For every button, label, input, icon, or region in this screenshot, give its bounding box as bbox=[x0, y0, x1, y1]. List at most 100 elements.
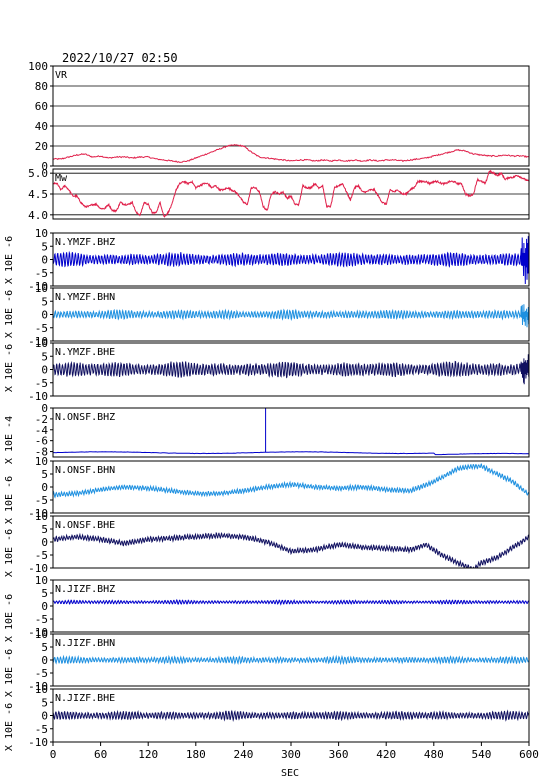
ylabel-onsf-bhz: X 10E -4 bbox=[4, 416, 15, 464]
panel-label-jizf-bhz: N.JIZF.BHZ bbox=[55, 584, 115, 595]
ytick-label-ymzf-bhe-3: 5 bbox=[41, 350, 48, 363]
ylabel-ymzf-bhz: X 10E -6 bbox=[4, 236, 15, 284]
ytick-label-onsf-bhn-3: 5 bbox=[41, 468, 48, 481]
panel-label-ymzf-bhz: N.YMZF.BHZ bbox=[55, 237, 115, 248]
panel-onsf-bhz: -8-6-4-20 X 10E -4 N.ONSF.BHZ bbox=[4, 402, 530, 464]
ytick-label-ymzf-bhe-0: -10 bbox=[28, 390, 48, 403]
ytick-label-onsf-bhe-1: -5 bbox=[35, 549, 48, 562]
panel-label-onsf-bhz: N.ONSF.BHZ bbox=[55, 412, 115, 423]
ytick-label-mw-2: 5.0 bbox=[28, 167, 48, 180]
ytick-label-jizf-bhz-1: -5 bbox=[35, 613, 48, 626]
xtick-label-9: 540 bbox=[471, 748, 491, 761]
ylabel-ymzf-bhn: X 10E -6 bbox=[4, 290, 15, 338]
ytick-label-onsf-bhe-0: -10 bbox=[28, 562, 48, 575]
ytick-label-onsf-bhn-4: 10 bbox=[35, 455, 48, 468]
frame-ymzf-bhe bbox=[52, 342, 530, 397]
xtick-label-6: 360 bbox=[329, 748, 349, 761]
ytick-label-jizf-bhe-2: 0 bbox=[41, 710, 48, 723]
ytick-label-ymzf-bhz-0: -10 bbox=[28, 280, 48, 293]
xtick-label-10: 600 bbox=[519, 748, 539, 761]
series-onsf-bhe bbox=[53, 532, 529, 568]
ytick-label-ymzf-bhn-3: 5 bbox=[41, 295, 48, 308]
xtick-label-4: 240 bbox=[233, 748, 253, 761]
xtick-label-3: 180 bbox=[186, 748, 206, 761]
ytick-label-jizf-bhn-2: 0 bbox=[41, 654, 48, 667]
ytick-label-jizf-bhe-0: -10 bbox=[28, 736, 48, 749]
ytick-label-jizf-bhz-2: 0 bbox=[41, 600, 48, 613]
ytick-label-onsf-bhn-1: -5 bbox=[35, 494, 48, 507]
series-jizf-bhe bbox=[53, 709, 529, 722]
ytick-label-vr-4: 80 bbox=[35, 80, 48, 93]
ytick-label-vr-2: 40 bbox=[35, 120, 48, 133]
panel-vr: 0 20 40 60 80 100 VR bbox=[28, 60, 530, 173]
ytick-label-jizf-bhe-1: -5 bbox=[35, 723, 48, 736]
ytick-label-onsf-bhe-2: 0 bbox=[41, 536, 48, 549]
ylabel-onsf-bhe: X 10E -6 bbox=[4, 529, 15, 577]
series-jizf-bhn bbox=[53, 654, 529, 666]
frame-jizf-bhz bbox=[52, 579, 530, 633]
ytick-label-jizf-bhn-3: 5 bbox=[41, 641, 48, 654]
ytick-label-ymzf-bhe-1: -5 bbox=[35, 377, 48, 390]
series-ymzf-bhz bbox=[53, 236, 529, 285]
frame-ymzf-bhz bbox=[52, 232, 530, 287]
ylabel-jizf-bhe: X 10E -6 bbox=[4, 703, 15, 751]
ytick-label-jizf-bhn-4: 10 bbox=[35, 628, 48, 641]
panel-label-onsf-bhe: N.ONSF.BHE bbox=[55, 520, 115, 531]
panel-label-jizf-bhe: N.JIZF.BHE bbox=[55, 693, 115, 704]
ytick-label-onsf-bhz-0: -8 bbox=[35, 446, 48, 459]
frame-jizf-bhn bbox=[52, 633, 530, 687]
ylabel-jizf-bhn: X 10E -6 bbox=[4, 649, 15, 697]
ylabel-jizf-bhz: X 10E -6 bbox=[4, 594, 15, 642]
ytick-label-ymzf-bhn-2: 0 bbox=[41, 309, 48, 322]
panel-mw: 4.0 4.5 5.0 Mw bbox=[28, 167, 530, 222]
xtick-label-1: 60 bbox=[94, 748, 107, 761]
xtick-label-8: 480 bbox=[424, 748, 444, 761]
ytick-label-onsf-bhe-4: 10 bbox=[35, 510, 48, 523]
ytick-label-jizf-bhe-4: 10 bbox=[35, 683, 48, 696]
series-ymzf-bhe bbox=[53, 354, 529, 385]
frame-ymzf-bhn bbox=[52, 287, 530, 342]
panel-label-jizf-bhn: N.JIZF.BHN bbox=[55, 638, 115, 649]
ytick-label-ymzf-bhn-1: -5 bbox=[35, 322, 48, 335]
x-axis-label: SEC bbox=[281, 768, 299, 779]
ytick-label-jizf-bhz-0: -10 bbox=[28, 626, 48, 639]
ytick-label-jizf-bhn-1: -5 bbox=[35, 667, 48, 680]
ytick-label-onsf-bhn-2: 0 bbox=[41, 481, 48, 494]
panel-label-ymzf-bhe: N.YMZF.BHE bbox=[55, 347, 115, 358]
panel-label-ymzf-bhn: N.YMZF.BHN bbox=[55, 292, 115, 303]
ytick-label-ymzf-bhn-4: 10 bbox=[35, 282, 48, 295]
chart-title: 2022/10/27 02:50 bbox=[62, 51, 178, 65]
series-ymzf-bhn bbox=[53, 304, 529, 328]
ytick-label-ymzf-bhe-2: 0 bbox=[41, 364, 48, 377]
ytick-label-ymzf-bhe-4: 10 bbox=[35, 337, 48, 350]
ytick-label-ymzf-bhz-2: 0 bbox=[41, 254, 48, 267]
ytick-label-jizf-bhn-0: -10 bbox=[28, 680, 48, 693]
ytick-label-vr-1: 20 bbox=[35, 140, 48, 153]
ytick-label-onsf-bhz-1: -6 bbox=[35, 435, 48, 448]
xtick-label-7: 420 bbox=[376, 748, 396, 761]
series-vr bbox=[53, 144, 529, 164]
ytick-label-mw-1: 4.5 bbox=[28, 188, 48, 201]
x-axis: 0 60 120 180 240 300 360 420 480 540 600 bbox=[50, 742, 539, 761]
ylabel-onsf-bhn: X 10E -6 bbox=[4, 476, 15, 524]
ytick-label-onsf-bhe-3: 5 bbox=[41, 523, 48, 536]
ytick-label-onsf-bhz-2: -4 bbox=[35, 424, 49, 437]
ytick-label-jizf-bhe-3: 5 bbox=[41, 696, 48, 709]
xtick-label-0: 0 bbox=[50, 748, 57, 761]
frame-vr bbox=[52, 65, 530, 167]
ytick-label-ymzf-bhz-3: 5 bbox=[41, 240, 48, 253]
frame-mw bbox=[52, 168, 530, 220]
ytick-label-vr-5: 100 bbox=[28, 60, 48, 73]
series-onsf-bhn bbox=[53, 463, 529, 499]
ylabel-ymzf-bhe: X 10E -6 bbox=[4, 344, 15, 392]
panel-label-mw: Mw bbox=[55, 173, 68, 184]
